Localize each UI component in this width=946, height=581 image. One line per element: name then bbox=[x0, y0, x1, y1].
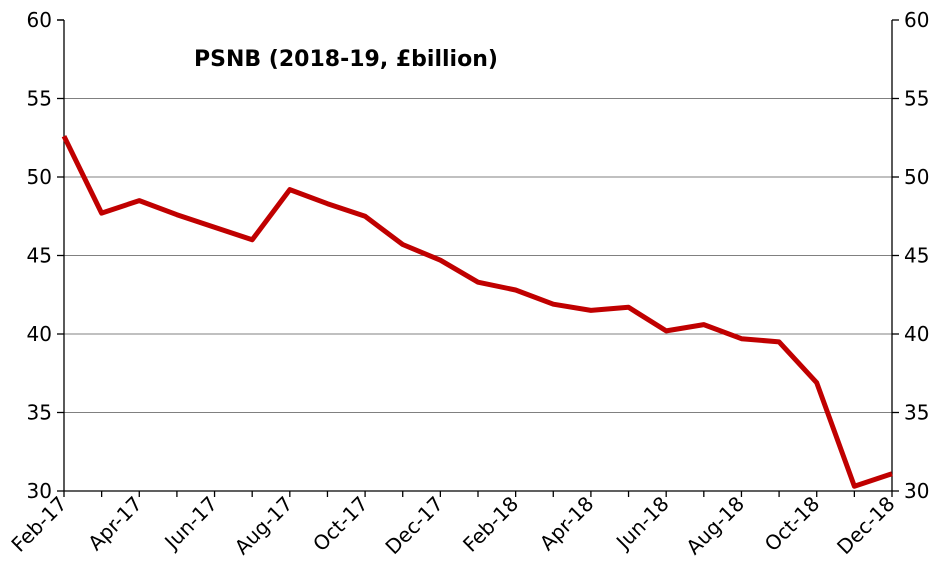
gridlines bbox=[64, 98, 892, 413]
y-tick-label-left: 45 bbox=[27, 244, 52, 268]
y-tick-label-left: 35 bbox=[27, 401, 52, 425]
y-tick-label-left: 50 bbox=[27, 165, 52, 189]
y-tick-label-left: 55 bbox=[27, 87, 52, 111]
y-tick-label-right: 35 bbox=[904, 401, 929, 425]
y-tick-labels-right: 30 35 40 45 50 55 60 bbox=[904, 8, 929, 503]
x-tick-label: Jun-18 bbox=[610, 492, 674, 556]
y-tick-labels-left: 30 35 40 45 50 55 60 bbox=[27, 8, 52, 503]
chart-title: PSNB (2018-19, £billion) bbox=[194, 47, 498, 72]
x-tick-label: Oct-18 bbox=[760, 492, 825, 557]
y-tick-label-right: 30 bbox=[904, 479, 929, 503]
series-layer bbox=[61, 135, 893, 489]
series-line bbox=[61, 135, 893, 489]
x-tick-label: Aug-17 bbox=[230, 492, 298, 560]
y-tick-label-left: 60 bbox=[27, 8, 52, 32]
x-tick-label: Aug-18 bbox=[681, 492, 749, 560]
x-tick-label: Apr-17 bbox=[83, 492, 147, 556]
y-tick-label-left: 30 bbox=[27, 479, 52, 503]
axes bbox=[57, 19, 899, 497]
x-tick-label: Apr-18 bbox=[535, 492, 599, 556]
x-tick-label: Dec-17 bbox=[380, 492, 447, 559]
x-tick-labels: Feb-17 Apr-17 Jun-17 Aug-17 Oct-17 Dec-17 Feb-… bbox=[6, 492, 899, 560]
y-tick-label-right: 40 bbox=[904, 322, 929, 346]
y-tick-label-right: 60 bbox=[904, 8, 929, 32]
x-tick-label: Feb-18 bbox=[458, 492, 523, 557]
y-tick-label-right: 45 bbox=[904, 244, 929, 268]
x-tick-label: Dec-18 bbox=[832, 492, 899, 559]
x-tick-label: Jun-17 bbox=[158, 492, 222, 556]
y-tick-label-right: 50 bbox=[904, 165, 929, 189]
y-tick-label-left: 40 bbox=[27, 322, 52, 346]
y-tick-label-right: 55 bbox=[904, 87, 929, 111]
x-tick-label: Oct-17 bbox=[308, 492, 373, 557]
